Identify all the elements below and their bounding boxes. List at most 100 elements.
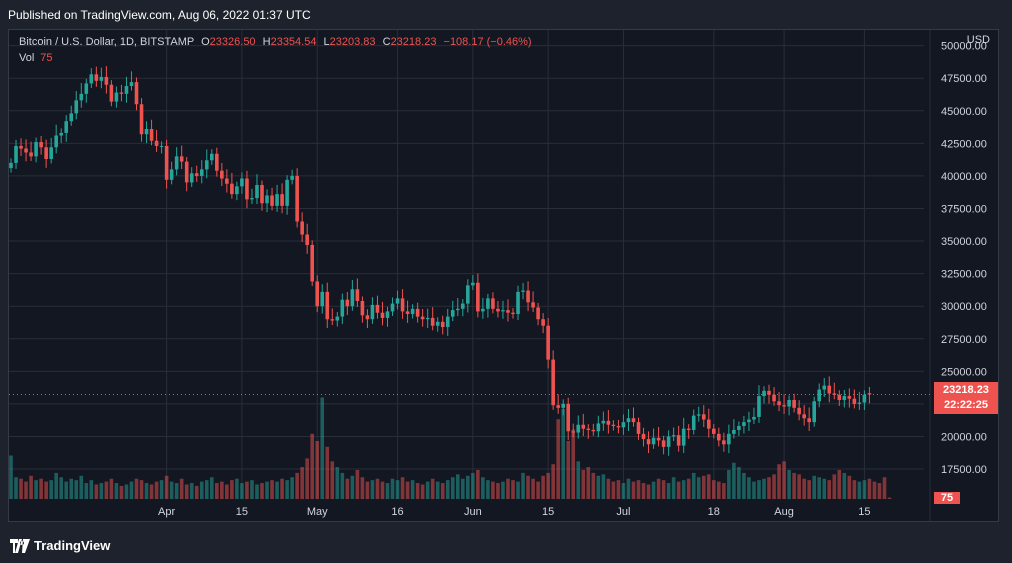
- volume-bar: [752, 481, 756, 499]
- candle-body: [847, 396, 852, 399]
- candle-body: [471, 282, 475, 286]
- volume-bar: [471, 472, 475, 499]
- volume-bar: [159, 480, 164, 499]
- volume-bar: [300, 467, 304, 499]
- volume-bar: [536, 481, 540, 499]
- volume-bar: [496, 483, 500, 499]
- volume-bar: [857, 481, 862, 499]
- candle-body: [370, 304, 375, 320]
- volume-bar: [265, 481, 269, 499]
- candle-body: [360, 300, 365, 316]
- candle-body: [79, 93, 84, 101]
- candle-body: [666, 436, 671, 447]
- volume-bar: [621, 483, 626, 499]
- tradingview-brand[interactable]: TradingView: [10, 538, 110, 553]
- volume-bar: [802, 478, 806, 499]
- candle-body: [827, 385, 832, 394]
- volume-bar: [757, 480, 761, 499]
- y-tick-label: 35000.00: [941, 236, 987, 248]
- volume-bar: [732, 462, 736, 499]
- candle-body: [345, 299, 350, 307]
- candle-body: [59, 132, 63, 136]
- legend-high: 23354.54: [270, 36, 317, 48]
- candle-body: [727, 433, 731, 445]
- legend-change: −108.17 (−0.46%): [443, 36, 532, 48]
- volume-bar: [245, 481, 249, 499]
- candle-body: [290, 175, 294, 180]
- volume-bar: [506, 478, 510, 499]
- candle-body: [104, 76, 109, 85]
- volume-bar: [74, 480, 79, 499]
- candle-body: [732, 429, 736, 434]
- candle-body: [395, 298, 400, 304]
- y-tick-label: 17500.00: [941, 464, 987, 476]
- volume-bar: [199, 481, 204, 499]
- volume-bar: [691, 472, 696, 499]
- candle-body: [792, 399, 796, 408]
- candle-body: [551, 359, 555, 406]
- candle-body: [712, 428, 716, 434]
- candle-body: [134, 82, 139, 105]
- candle-body: [335, 316, 340, 321]
- chart-legend: Bitcoin / U.S. Dollar, 1D, BITSTAMP O233…: [19, 36, 532, 64]
- volume-bar: [99, 483, 104, 499]
- volume-bar: [385, 483, 390, 499]
- candlestick-chart[interactable]: 17500.0020000.0022500.0025000.0027500.00…: [9, 30, 999, 522]
- candle-body: [591, 429, 596, 432]
- candle-body: [34, 142, 38, 157]
- candle-body: [531, 302, 535, 308]
- volume-bar: [772, 474, 776, 499]
- volume-bar: [139, 480, 144, 499]
- volume-bar: [742, 472, 746, 499]
- candle-body: [19, 145, 23, 149]
- candle-body: [355, 289, 360, 301]
- volume-bar: [54, 472, 58, 499]
- volume-bar: [415, 483, 420, 499]
- candle-body: [320, 291, 325, 307]
- volume-bar: [295, 472, 299, 499]
- volume-bar: [400, 477, 405, 499]
- candle-body: [631, 418, 636, 423]
- candle-body: [455, 308, 460, 311]
- candle-body: [405, 311, 410, 315]
- x-tick-label: 18: [708, 506, 720, 518]
- candle-body: [44, 147, 48, 159]
- legend-open: 23326.50: [209, 36, 256, 48]
- chart-panel[interactable]: 17500.0020000.0022500.0025000.0027500.00…: [8, 29, 999, 522]
- candle-body: [445, 316, 450, 328]
- candle-body: [260, 185, 264, 204]
- volume-bar: [64, 481, 69, 499]
- volume-bar: [240, 483, 244, 499]
- candle-body: [686, 428, 691, 430]
- volume-bar: [430, 478, 435, 499]
- candle-body: [676, 435, 681, 446]
- candle-body: [576, 424, 581, 433]
- candle-body: [144, 129, 149, 135]
- y-tick-label: 45000.00: [941, 106, 987, 118]
- candle-body: [69, 113, 74, 122]
- published-caption: Published on TradingView.com, Aug 06, 20…: [8, 8, 311, 22]
- volume-bar: [596, 475, 601, 499]
- currency-label: USD: [966, 34, 990, 46]
- x-tick-label: 16: [391, 506, 403, 518]
- legend-close-label: C: [382, 36, 391, 48]
- volume-bar: [872, 481, 877, 499]
- candle-body: [706, 419, 711, 429]
- volume-bar: [169, 481, 174, 499]
- volume-bar: [255, 484, 259, 499]
- volume-bar: [315, 441, 320, 499]
- candle-body: [164, 145, 169, 180]
- volume-bar: [440, 483, 445, 499]
- volume-bar: [807, 480, 811, 499]
- volume-bar: [466, 475, 470, 499]
- volume-bar: [350, 475, 355, 499]
- candle-body: [837, 394, 842, 400]
- volume-bar: [561, 409, 565, 499]
- volume-bar: [134, 478, 139, 499]
- volume-bar: [164, 475, 169, 499]
- candle-body: [154, 140, 159, 146]
- candle-body: [656, 437, 661, 441]
- candle-body: [857, 402, 862, 404]
- candle-body: [641, 433, 646, 440]
- volume-bar: [250, 480, 254, 499]
